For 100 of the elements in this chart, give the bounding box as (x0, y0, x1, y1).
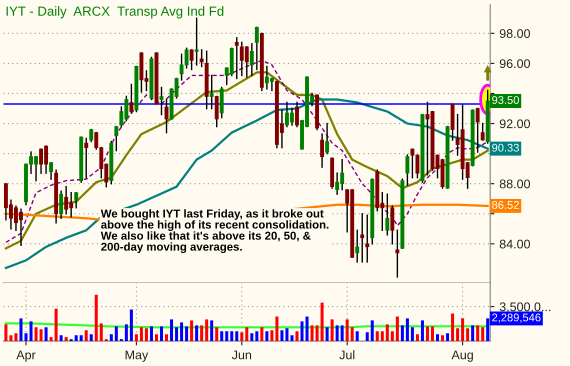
bar (430, 326, 434, 342)
bar (80, 335, 83, 342)
bar (300, 321, 304, 342)
candlestick (295, 102, 299, 128)
bar (416, 334, 419, 342)
bar (306, 316, 309, 342)
bar (185, 326, 188, 342)
bar (74, 335, 78, 342)
x-tick-label: Aug (452, 350, 473, 362)
bar (336, 325, 339, 342)
bar (9, 335, 12, 342)
bar (30, 321, 33, 342)
candlestick (59, 190, 64, 219)
bar (170, 319, 174, 342)
bar (326, 327, 329, 342)
candlestick (254, 26, 259, 70)
candlestick (129, 84, 134, 114)
bar (250, 333, 254, 342)
bar (356, 331, 359, 342)
bar (140, 327, 143, 342)
bar (270, 330, 274, 342)
candlestick (395, 230, 400, 278)
bar (260, 327, 264, 342)
text: 93.50 (492, 96, 519, 104)
bar (240, 332, 244, 342)
bar (4, 324, 8, 342)
bar (114, 326, 118, 342)
bar (230, 331, 234, 342)
candlestick (480, 122, 485, 141)
x-tick-label: Jun (232, 350, 252, 360)
candlestick (320, 133, 324, 168)
bar (390, 331, 394, 342)
text: 2,289,546 (492, 314, 541, 323)
bar (436, 334, 440, 342)
bar (245, 327, 248, 342)
annotation: We bought IYT last Friday, as it broke out above the high of its recent consolidation. We also like that it's above its 20, 50, & 200-day moving averages. (100, 209, 328, 254)
y-tick-label: 96.00 (500, 59, 530, 68)
bar (451, 313, 454, 342)
bar (441, 335, 444, 342)
bar (396, 316, 399, 342)
candlestick (476, 108, 480, 153)
bar (220, 331, 224, 342)
y-tick-label: 3,500,0... (500, 302, 550, 313)
bar (366, 332, 369, 342)
y-tick-label: 84.00 (500, 240, 530, 248)
bar (150, 326, 153, 342)
bar (100, 323, 103, 342)
bar (316, 325, 319, 342)
candlestick (194, 18, 199, 66)
bar (290, 335, 294, 342)
chart-title: IYT - Daily ARCX Transp Avg Ind Fd (6, 6, 224, 18)
bar (205, 319, 208, 342)
candlestick (210, 74, 214, 110)
bar (310, 325, 314, 342)
bar (255, 331, 258, 342)
bar (124, 324, 128, 342)
data-label: 86.52 (492, 201, 519, 209)
bar (285, 328, 288, 342)
bar (420, 320, 424, 342)
bar (295, 331, 298, 342)
bar (386, 324, 389, 342)
bar (54, 308, 58, 342)
bar (130, 310, 133, 342)
x-tick-label: Apr (16, 350, 36, 362)
bar (19, 318, 22, 342)
bar (275, 316, 278, 342)
candlestick (114, 126, 118, 152)
bar (376, 331, 379, 342)
bar (215, 327, 218, 342)
bar (476, 325, 480, 342)
candlestick (200, 49, 204, 68)
bar (235, 331, 238, 342)
bar (280, 330, 284, 342)
bar (340, 325, 344, 342)
candlestick (405, 154, 410, 186)
bar (350, 327, 354, 342)
candlestick (385, 194, 390, 236)
candlestick (89, 128, 94, 142)
candlestick (164, 98, 168, 134)
candlestick (325, 122, 330, 154)
y-tick-label: 88.00 (500, 179, 530, 188)
x-tick-label: Jul (339, 350, 354, 360)
bar (134, 334, 138, 342)
bar (200, 325, 204, 342)
x-tick-label: May (126, 350, 148, 362)
bar (64, 337, 68, 342)
bar (330, 319, 334, 342)
candlestick (49, 162, 54, 180)
bar (144, 328, 148, 342)
data-label: 90.33 (492, 144, 519, 152)
bar (400, 325, 404, 342)
candlestick (214, 96, 219, 128)
bar (461, 318, 464, 342)
bar (50, 337, 53, 342)
bar (14, 333, 18, 342)
bar (320, 302, 324, 342)
bar (44, 327, 48, 342)
bar (346, 319, 349, 342)
bar (406, 318, 409, 342)
candlestick (250, 43, 254, 76)
